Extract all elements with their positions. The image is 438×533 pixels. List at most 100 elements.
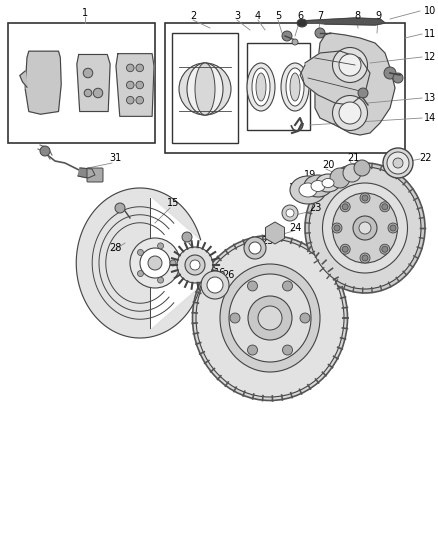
- Circle shape: [130, 238, 180, 288]
- Circle shape: [315, 28, 325, 38]
- Circle shape: [248, 296, 292, 340]
- Ellipse shape: [290, 176, 326, 204]
- Ellipse shape: [220, 264, 320, 372]
- Circle shape: [358, 88, 368, 98]
- Ellipse shape: [290, 73, 300, 101]
- Circle shape: [158, 243, 163, 249]
- Ellipse shape: [229, 274, 311, 362]
- Circle shape: [138, 271, 143, 277]
- Bar: [165, 23, 405, 153]
- Circle shape: [182, 232, 192, 242]
- FancyBboxPatch shape: [87, 168, 103, 182]
- Circle shape: [282, 205, 298, 221]
- Polygon shape: [25, 51, 61, 114]
- Circle shape: [127, 81, 134, 89]
- Polygon shape: [116, 54, 154, 116]
- Circle shape: [342, 204, 348, 210]
- Circle shape: [136, 81, 144, 89]
- Circle shape: [332, 223, 342, 233]
- Text: 28: 28: [109, 243, 121, 253]
- Polygon shape: [315, 33, 395, 135]
- Text: 4: 4: [255, 11, 261, 21]
- Circle shape: [282, 31, 292, 41]
- Ellipse shape: [316, 174, 340, 192]
- Text: 20: 20: [322, 160, 334, 170]
- Ellipse shape: [383, 148, 413, 178]
- Text: 6: 6: [297, 11, 303, 21]
- Circle shape: [342, 246, 348, 252]
- Bar: [247, 43, 310, 130]
- Text: 1: 1: [82, 8, 88, 18]
- Text: 15: 15: [167, 198, 179, 208]
- Ellipse shape: [339, 54, 361, 76]
- Ellipse shape: [299, 183, 317, 197]
- Ellipse shape: [207, 277, 223, 293]
- Text: 5: 5: [275, 11, 281, 21]
- Text: 2: 2: [190, 11, 196, 21]
- Circle shape: [340, 202, 350, 212]
- Ellipse shape: [256, 73, 266, 101]
- Ellipse shape: [322, 179, 334, 188]
- Text: 14: 14: [424, 113, 436, 123]
- Text: 31: 31: [109, 153, 121, 163]
- Circle shape: [286, 209, 294, 217]
- Circle shape: [340, 244, 350, 254]
- Circle shape: [258, 306, 282, 330]
- Text: 7: 7: [317, 11, 323, 21]
- Circle shape: [334, 225, 340, 231]
- Text: 25: 25: [262, 236, 274, 246]
- Polygon shape: [77, 54, 110, 111]
- Circle shape: [388, 223, 398, 233]
- Ellipse shape: [332, 193, 398, 263]
- Circle shape: [393, 73, 403, 83]
- Polygon shape: [76, 188, 201, 338]
- Ellipse shape: [332, 95, 367, 131]
- Circle shape: [83, 68, 93, 78]
- Ellipse shape: [252, 68, 270, 106]
- Text: 19: 19: [304, 170, 316, 180]
- Ellipse shape: [201, 271, 229, 299]
- Ellipse shape: [187, 63, 223, 115]
- Polygon shape: [265, 222, 285, 244]
- Ellipse shape: [304, 175, 332, 197]
- Circle shape: [359, 222, 371, 234]
- Text: 26: 26: [222, 270, 234, 280]
- Circle shape: [148, 256, 162, 270]
- Text: 21: 21: [347, 153, 359, 163]
- Circle shape: [138, 249, 143, 255]
- Circle shape: [380, 202, 390, 212]
- Circle shape: [362, 255, 368, 261]
- Text: 10: 10: [424, 6, 436, 16]
- Ellipse shape: [281, 63, 309, 111]
- Text: 9: 9: [375, 11, 381, 21]
- Polygon shape: [300, 18, 385, 25]
- Circle shape: [390, 225, 396, 231]
- Ellipse shape: [354, 160, 370, 176]
- Text: 24: 24: [289, 223, 301, 233]
- Circle shape: [230, 313, 240, 323]
- Ellipse shape: [393, 158, 403, 168]
- Bar: [172, 33, 238, 143]
- Ellipse shape: [244, 237, 266, 259]
- Circle shape: [382, 204, 388, 210]
- Circle shape: [115, 203, 125, 213]
- Text: 8: 8: [354, 11, 360, 21]
- Ellipse shape: [339, 102, 361, 124]
- Circle shape: [283, 281, 293, 291]
- Text: 12: 12: [424, 52, 436, 62]
- Ellipse shape: [322, 183, 407, 273]
- Polygon shape: [20, 71, 27, 87]
- Circle shape: [185, 255, 205, 275]
- Text: 27: 27: [196, 250, 208, 260]
- Text: 17: 17: [242, 303, 254, 313]
- Circle shape: [190, 260, 200, 270]
- Ellipse shape: [297, 19, 307, 27]
- Circle shape: [136, 64, 144, 72]
- Text: 11: 11: [424, 29, 436, 39]
- Ellipse shape: [387, 152, 409, 174]
- Ellipse shape: [179, 63, 231, 115]
- Circle shape: [360, 193, 370, 203]
- Ellipse shape: [305, 163, 425, 293]
- Ellipse shape: [249, 242, 261, 254]
- Bar: [8, 23, 155, 143]
